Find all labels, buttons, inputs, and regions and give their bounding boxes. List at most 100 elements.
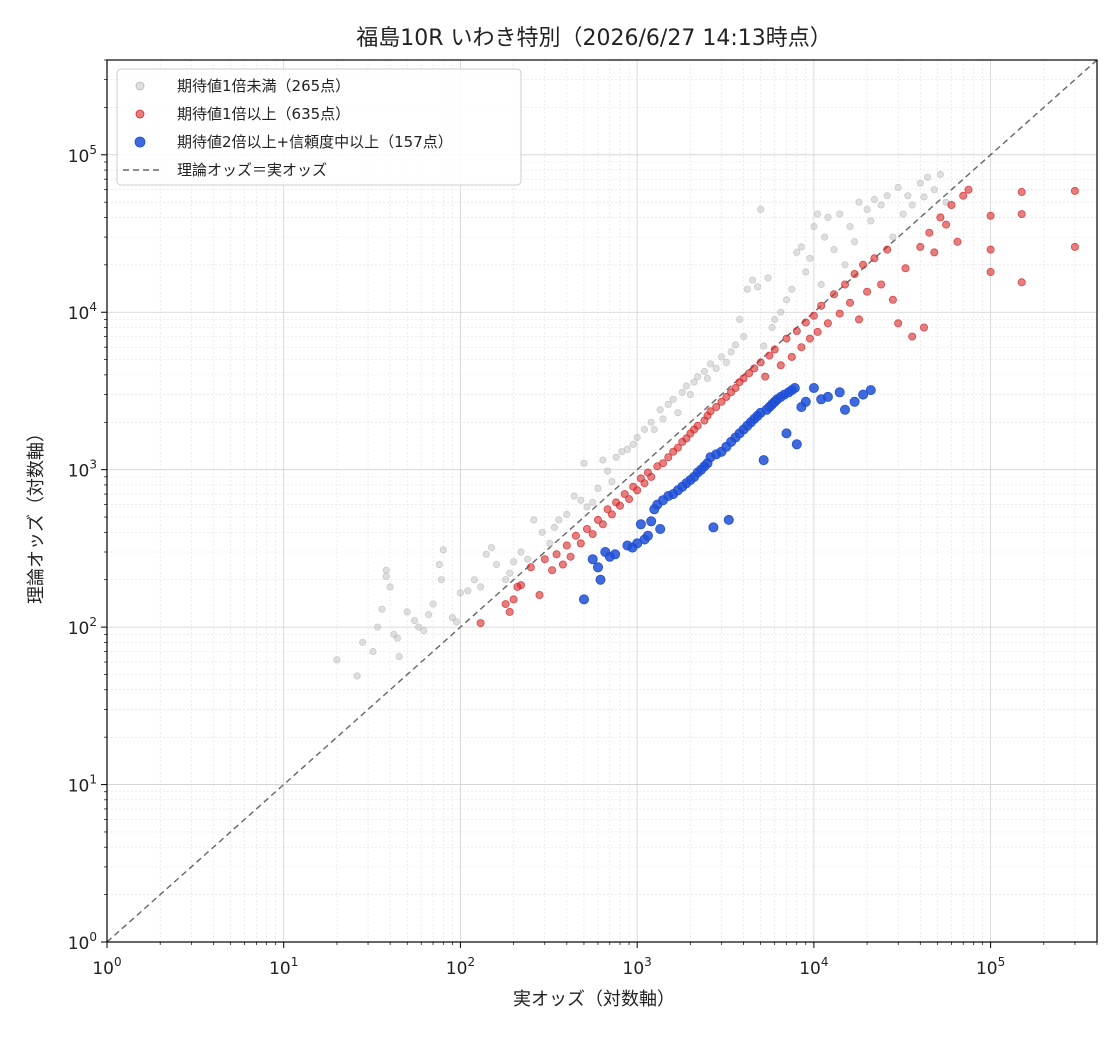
- data-point: [642, 530, 653, 541]
- data-point: [850, 238, 859, 246]
- data-point: [717, 353, 726, 361]
- data-point: [470, 576, 478, 584]
- data-point: [482, 550, 490, 558]
- data-point: [793, 248, 801, 256]
- data-point: [745, 369, 754, 378]
- data-point: [669, 395, 677, 403]
- data-point: [382, 572, 390, 581]
- data-point: [595, 574, 606, 585]
- data-point: [506, 569, 514, 577]
- data-point: [753, 283, 762, 291]
- data-point: [530, 516, 538, 524]
- data-point: [690, 378, 698, 386]
- data-point: [863, 205, 871, 213]
- data-point: [706, 407, 715, 416]
- data-point: [538, 528, 546, 536]
- data-point: [722, 392, 731, 401]
- data-point: [908, 332, 917, 341]
- data-point: [566, 552, 575, 561]
- data-point: [598, 520, 607, 529]
- data-point: [877, 280, 886, 289]
- data-point: [593, 562, 604, 573]
- data-point: [509, 558, 518, 566]
- data-point: [850, 269, 859, 278]
- data-point: [855, 198, 863, 206]
- data-point: [930, 248, 939, 257]
- data-point: [920, 193, 928, 201]
- data-point: [448, 613, 456, 622]
- data-point: [594, 515, 603, 524]
- data-point: [748, 276, 757, 284]
- data-point: [517, 581, 526, 590]
- data-point: [760, 342, 768, 350]
- data-point: [694, 372, 702, 381]
- data-point: [731, 383, 740, 392]
- data-point: [655, 524, 666, 535]
- y-tick-label: 101: [68, 773, 97, 797]
- data-point: [817, 301, 826, 310]
- data-point: [386, 583, 394, 591]
- data-point: [930, 186, 938, 194]
- data-point: [583, 503, 591, 511]
- data-point: [576, 539, 585, 548]
- data-point: [936, 170, 945, 179]
- data-point: [476, 583, 485, 591]
- legend-label: 期待値2倍以上+信頼度中以上（157点）: [177, 133, 453, 151]
- plot-frame: [106, 59, 1098, 943]
- grid-layer: [106, 59, 1098, 943]
- data-point: [859, 260, 868, 269]
- data-point: [870, 195, 879, 204]
- data-point: [587, 554, 598, 565]
- y-tick-label: 104: [68, 300, 97, 324]
- series-3: [579, 382, 876, 605]
- data-point: [633, 433, 641, 442]
- data-point: [373, 623, 382, 631]
- data-point: [1017, 187, 1026, 196]
- data-point: [824, 213, 832, 221]
- data-point: [577, 496, 585, 504]
- data-point: [487, 543, 496, 552]
- data-point: [550, 523, 559, 532]
- data-point: [646, 516, 657, 527]
- data-point: [813, 327, 822, 336]
- data-point: [420, 626, 428, 635]
- legend: 期待値1倍未満（265点） 期待値1倍以上（635点） 期待値2倍以上+信頼度中以上…: [116, 68, 522, 186]
- data-point: [353, 672, 361, 680]
- data-point: [768, 323, 776, 332]
- data-point: [700, 367, 709, 376]
- data-point: [757, 205, 765, 213]
- series-2: [476, 185, 1079, 628]
- data-point: [382, 566, 390, 574]
- data-point: [608, 477, 616, 486]
- data-point: [673, 443, 682, 452]
- data-point: [571, 531, 580, 540]
- legend-marker: [134, 136, 146, 148]
- data-point: [867, 217, 875, 225]
- data-point: [808, 382, 819, 393]
- data-point: [771, 315, 779, 323]
- data-point: [664, 400, 672, 408]
- legend-marker: [135, 81, 145, 91]
- data-point: [476, 619, 485, 628]
- data-point: [777, 308, 785, 316]
- legend-marker: [135, 109, 145, 119]
- data-point: [846, 298, 855, 307]
- data-point: [908, 201, 916, 209]
- data-point: [540, 555, 549, 564]
- data-point: [647, 418, 655, 426]
- data-point: [583, 525, 592, 534]
- data-point: [579, 594, 590, 605]
- data-point: [369, 647, 377, 656]
- data-point: [548, 566, 557, 575]
- data-point: [599, 456, 607, 464]
- data-point: [789, 382, 800, 393]
- data-point: [640, 425, 649, 434]
- data-point: [883, 192, 891, 200]
- data-point: [570, 492, 578, 500]
- data-point: [610, 549, 621, 560]
- data-point: [594, 484, 602, 492]
- data-point: [603, 505, 612, 514]
- data-point: [414, 623, 423, 631]
- series-1: [333, 170, 950, 680]
